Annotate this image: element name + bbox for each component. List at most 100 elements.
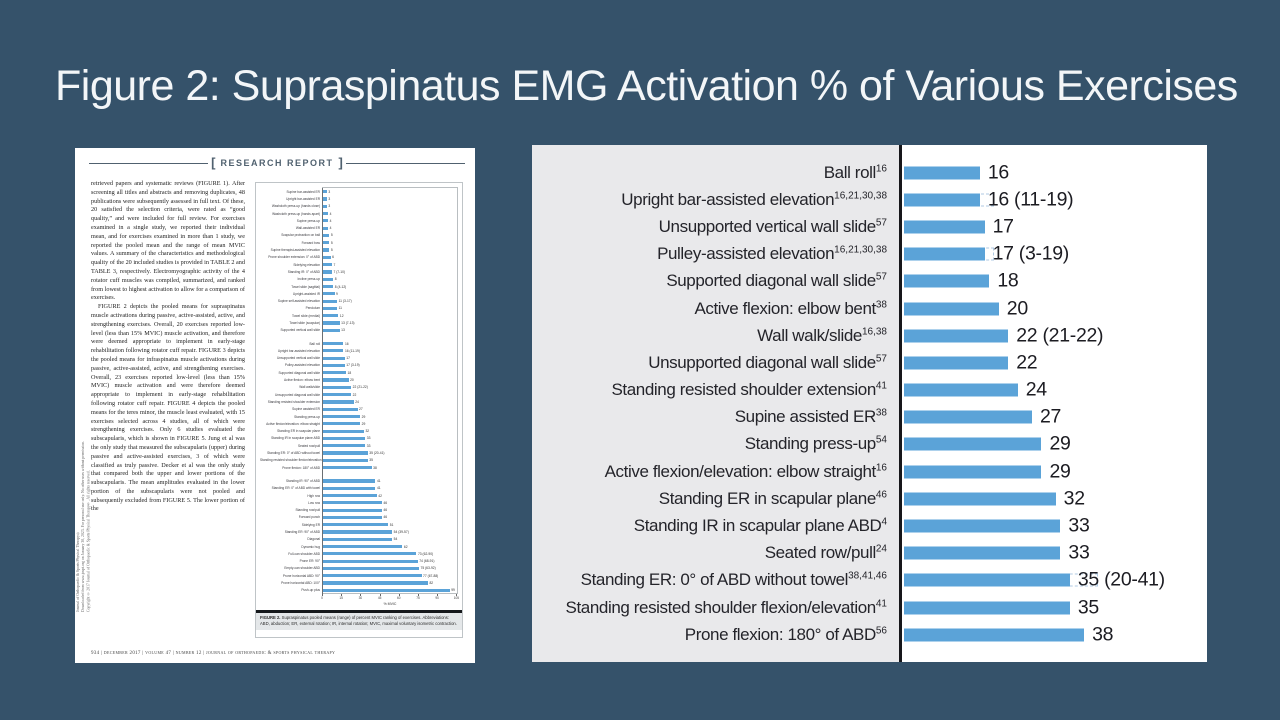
mini-bar (323, 292, 335, 296)
mini-bar-cell: 16 (11-19) (322, 347, 458, 355)
mini-row: Towel slide (medial) 12 (260, 312, 458, 320)
mini-bar (323, 400, 354, 404)
mini-value-label: 22 (21-22) (352, 385, 368, 390)
value-label: 38 (1092, 623, 1114, 646)
mini-row: Towel slide (sagittal) 8 (4-12) (260, 282, 458, 291)
figure2-thumbnail: Supine bar-assisted ER 3 Upright bar-assis… (255, 182, 463, 638)
mini-bar-cell: 46 (322, 499, 458, 507)
bar (904, 519, 1061, 533)
mini-bar-cell: 3 (322, 202, 458, 210)
mini-label: Standing resisted shoulder extension (267, 399, 320, 404)
mini-bar-cell: 82 (322, 579, 458, 587)
mini-bar (323, 363, 345, 368)
mini-value-label: 77 (67-88) (423, 573, 439, 578)
mini-row: Sidelying elevation 7 (260, 260, 458, 269)
mini-label: Prone horizontal ABD: 100° (281, 581, 320, 586)
mini-value-label: 20 (350, 378, 354, 383)
figure-caption-lead: FIGURE 2. (260, 615, 281, 621)
mini-bar-cell: 41 (322, 477, 458, 485)
mini-value-label: 7 (333, 262, 336, 267)
mini-bar-cell: 12 (322, 312, 458, 320)
value-label: 33 (1068, 514, 1090, 537)
value-label: 22 (1016, 351, 1038, 374)
mini-bar-cell: 29 (322, 412, 458, 421)
mini-row: Full-can shoulder ABD 73 (62-90) (260, 550, 458, 558)
value-label: 17 (992, 215, 1014, 238)
mini-bar (323, 284, 334, 289)
mini-bar-cell: 32 (322, 427, 458, 435)
mini-bar (323, 321, 340, 325)
mini-bar-cell: 73 (62-90) (322, 550, 458, 558)
mini-bar (323, 190, 327, 194)
mini-bar-cell: 8 (4-12) (322, 282, 458, 291)
tick-mark (360, 594, 362, 596)
mini-row: Washcloth press-up (hands apart) 4 (260, 209, 458, 218)
tick-mark (341, 594, 343, 596)
mini-label: Active flexion: elbow bent (284, 378, 320, 383)
bar-cell: 35 (20-41) (899, 567, 1207, 594)
bar (904, 601, 1070, 615)
bar-cell: 16 (899, 159, 1207, 186)
exercise-row: Standing resisted shoulder flexion/eleva… (532, 594, 1207, 621)
mini-row: Standing resisted shoulder flexion/eleva… (260, 456, 458, 464)
mini-bar (323, 277, 334, 281)
mini-bar (323, 299, 338, 303)
mini-row: Push-up plus 99 (260, 586, 458, 595)
figure-caption-text: Supraspinatus pooled means (range) of pe… (260, 615, 457, 627)
mini-row: Towel slide (scapular) 13 (7-13) (260, 319, 458, 327)
value-label: 16 (11-19) (987, 188, 1074, 211)
mini-bar (323, 508, 382, 512)
mini-bar (323, 393, 352, 397)
mini-bar-cell: 13 (7-13) (322, 319, 458, 327)
mini-value-label: 74 (68-91) (419, 559, 435, 564)
bar-cell: 33 (899, 540, 1207, 567)
tick-label: 15 (339, 596, 343, 601)
mini-row: Supported diagonal wall slide 18 (260, 369, 458, 377)
exercise-row: Prone flexion: 180° of ABD56 38 (532, 621, 1207, 648)
bar (904, 247, 985, 261)
mini-label: Full-can shoulder ABD (288, 551, 320, 556)
bar-cell: 16 (11-19) (899, 186, 1207, 213)
mini-label: Washcloth press-up (hands apart) (272, 211, 320, 216)
mini-label: Towel slide (medial) (292, 313, 320, 318)
mini-bar (323, 451, 368, 455)
bar (904, 410, 1032, 424)
bar-cell: 22 (899, 349, 1207, 376)
mini-label: Pulley-assisted elevation (284, 363, 320, 368)
chart-rows: Ball roll16 16 Upright bar-assisted elevat… (532, 159, 1207, 648)
mini-row: Prone horizontal ABD: 100° 82 (260, 579, 458, 587)
mini-bar (323, 523, 389, 527)
mini-row: Standing ER: 0° of ABD with towel 41 (260, 484, 458, 492)
mini-label: Standing IR in scapular plane ABD (271, 436, 320, 441)
mini-bar-cell: 27 (322, 405, 458, 413)
mini-bar-cell: 35 (20-41) (322, 449, 458, 457)
mini-value-label: 8 (4-12) (334, 284, 347, 289)
bar-cell: 33 (899, 512, 1207, 539)
mini-value-label: 11 (3-17) (338, 299, 352, 304)
mini-value-label: 54 (39-57) (393, 530, 409, 534)
mini-value-label: 6 (332, 255, 335, 260)
exercise-label: Unsupported diagonal wall slide57 (648, 352, 887, 372)
mini-row: Unsupported vertical wall slide 17 (260, 354, 458, 362)
mini-bar (323, 211, 329, 216)
mini-bar-cell: 41 (322, 484, 458, 492)
mini-row: Standing IR in scapular plane ABD 33 (260, 434, 458, 443)
mini-value-label: 46 (383, 500, 388, 505)
mini-bar (323, 356, 345, 360)
mini-bar-cell: 54 (322, 535, 458, 543)
mini-value-label: 3 (328, 196, 331, 201)
mini-value-label: 75 (63-92) (420, 566, 436, 571)
mini-bar (323, 501, 382, 505)
bar-cell: 32 (899, 485, 1207, 512)
mini-row: Prone shoulder extension: 0° of ABD 6 (260, 253, 458, 261)
exercise-row: Standing resisted shoulder extension41 24 (532, 377, 1207, 404)
exercise-row: Ball roll16 16 (532, 159, 1207, 186)
bar (904, 302, 999, 316)
mini-value-label: 35 (20-41) (369, 451, 385, 456)
mini-value-label: 12 (339, 313, 344, 318)
exercise-row: Supine assisted ER38 27 (532, 404, 1207, 431)
tick-label: 0 (321, 596, 323, 601)
mini-bar-cell: 46 (322, 513, 458, 522)
mini-row: Ball roll 16 (260, 339, 458, 348)
